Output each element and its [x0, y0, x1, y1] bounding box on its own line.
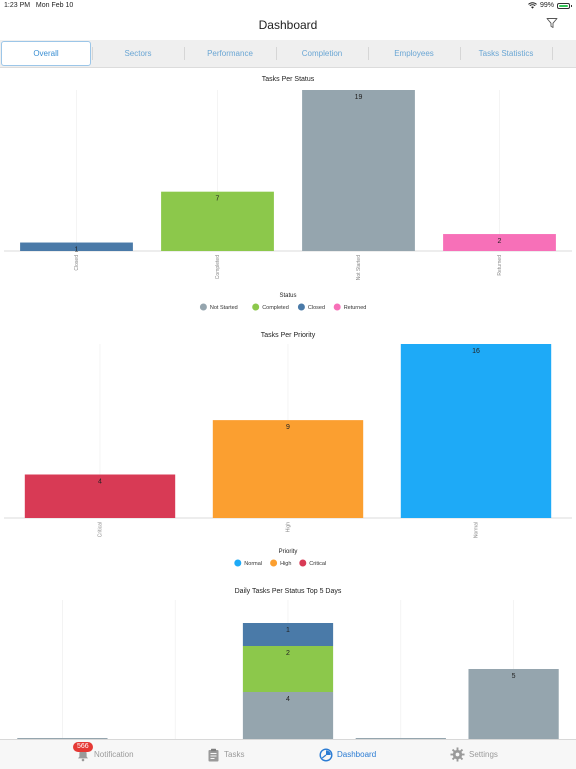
tick-label: High: [285, 522, 291, 533]
data-label: 2: [498, 238, 502, 245]
legend-swatch: [252, 303, 260, 311]
bar: [443, 234, 556, 251]
tabbar-label: Tasks: [224, 750, 245, 759]
tab-completion[interactable]: Completion: [276, 40, 368, 67]
bar: [302, 90, 415, 251]
daily-tasks-chart: Daily Tasks Per Status Top 5 Days 242125: [0, 586, 576, 739]
header: Dashboard: [0, 14, 576, 38]
tick-label: Closed: [74, 255, 80, 271]
legend-label: Normal: [244, 561, 262, 567]
tab-overflow[interactable]: [552, 40, 572, 67]
status-right: 99%: [528, 2, 572, 9]
legend-swatch: [199, 303, 207, 311]
legend-label: Returned: [344, 305, 367, 311]
bar: [212, 420, 364, 518]
bar-segment: [17, 738, 108, 739]
tabbar-label: Settings: [469, 750, 498, 759]
bar-segment: [242, 623, 334, 646]
data-label: 4: [98, 479, 102, 486]
legend-swatch: [333, 303, 341, 311]
tabbar-tasks[interactable]: Tasks: [207, 740, 244, 769]
legend-swatch: [234, 559, 242, 567]
legend-title: Status: [279, 293, 296, 299]
tabbar-label: Dashboard: [337, 750, 377, 759]
data-label: 1: [286, 627, 290, 634]
data-label: 9: [286, 424, 290, 431]
tasks-per-priority-chart: Tasks Per Priority 4 Critical 9 High 16 Norma…: [0, 330, 576, 570]
tasks-per-status-chart: Tasks Per Status 1 Closed 7 Completed 19 Not …: [0, 74, 576, 314]
tabbar-settings[interactable]: Settings: [450, 740, 498, 769]
data-label: 5: [512, 673, 516, 680]
chart-title: Tasks Per Priority: [260, 332, 316, 339]
tabbar-label: Notification: [94, 750, 134, 759]
tick-label: Not Started: [356, 255, 362, 281]
chart-title: Daily Tasks Per Status Top 5 Days: [234, 588, 342, 595]
tick-label: Normal: [473, 522, 479, 538]
data-label: 7: [216, 196, 220, 203]
tab-tasks-statistics[interactable]: Tasks Statistics: [460, 40, 552, 67]
battery-percent: 99%: [539, 2, 554, 9]
legend-swatch: [297, 303, 305, 311]
legend-label: Completed: [262, 305, 289, 311]
bottom-tab-bar: Notification 566 Tasks Dashboard Setting…: [0, 739, 576, 769]
bar: [161, 191, 274, 251]
legend-swatch: [270, 559, 278, 567]
battery-icon: [557, 2, 572, 9]
dashboard-tabs: Overall Sectors Performance Completion E…: [0, 40, 576, 68]
legend-label: High: [280, 561, 291, 567]
bar-segment: [242, 646, 334, 692]
filter-icon[interactable]: [546, 17, 558, 29]
tick-label: Critical: [97, 522, 103, 537]
data-label: 19: [355, 94, 363, 101]
legend-label: Closed: [308, 305, 325, 311]
gear-icon: [450, 747, 465, 762]
legend-label: Critical: [309, 561, 326, 567]
legend-label: Not Started: [210, 305, 238, 311]
status-time: 1:23 PM Mon Feb 10: [4, 2, 74, 9]
tab-employees[interactable]: Employees: [368, 40, 460, 67]
bar: [24, 474, 176, 518]
data-label: 1: [75, 247, 79, 254]
data-label: 4: [286, 696, 290, 703]
chart-title: Tasks Per Status: [261, 76, 315, 83]
tab-performance[interactable]: Performance: [184, 40, 276, 67]
dashboard-icon: [319, 747, 333, 762]
data-label: 16: [472, 348, 480, 355]
notification-badge: 566: [73, 742, 93, 752]
wifi-icon: [528, 2, 537, 9]
bar-segment: [355, 738, 446, 739]
legend-swatch: [299, 559, 307, 567]
page-title: Dashboard: [258, 18, 318, 32]
data-label: 2: [286, 650, 290, 657]
tab-overall[interactable]: Overall: [1, 41, 91, 66]
bar: [400, 344, 552, 518]
bar: [20, 242, 133, 251]
tick-label: Returned: [497, 255, 503, 276]
legend-title: Priority: [279, 549, 298, 555]
clipboard-icon: [208, 748, 219, 761]
tabbar-dashboard[interactable]: Dashboard: [319, 740, 376, 769]
bar-segment: [242, 692, 334, 739]
tab-sectors[interactable]: Sectors: [92, 40, 184, 67]
tick-label: Completed: [215, 255, 221, 279]
bar-segment: [468, 669, 559, 739]
status-bar: 1:23 PM Mon Feb 10 99%: [0, 0, 576, 12]
